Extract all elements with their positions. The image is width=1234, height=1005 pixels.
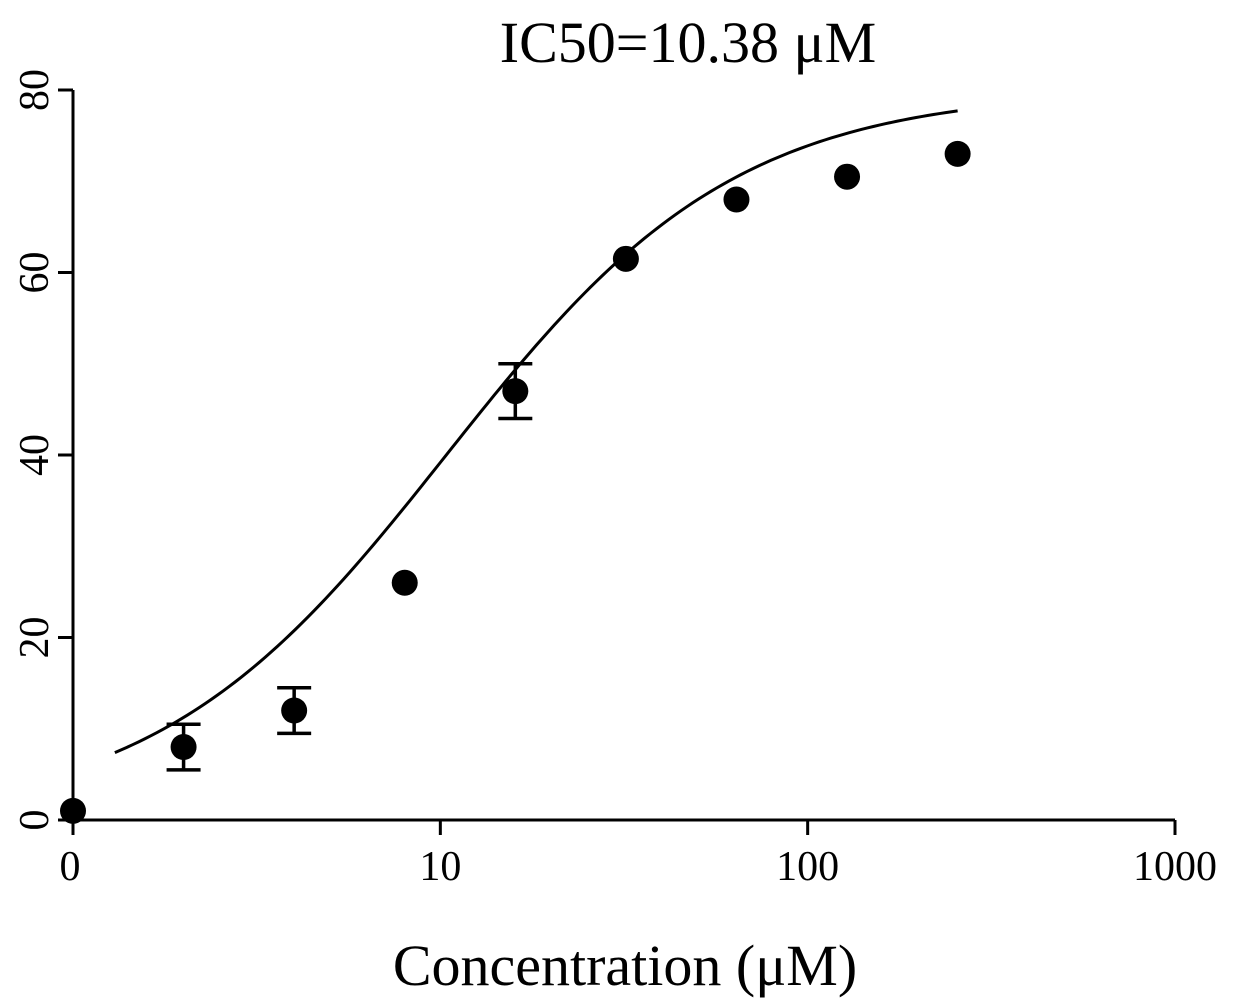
x-tick-label: 1000 — [1133, 844, 1217, 890]
data-point — [834, 163, 861, 190]
y-tick-label: 20 — [12, 617, 58, 659]
chart-title: IC50=10.38 μM — [500, 10, 876, 75]
data-point — [170, 734, 197, 760]
fit-curve — [114, 109, 958, 754]
data-point — [723, 186, 750, 213]
x-axis-label: Concentration (μM) — [393, 933, 857, 998]
x-tick-label: 0 — [60, 844, 81, 890]
y-ticks: 0 20 40 60 80 — [12, 69, 73, 831]
error-bars — [166, 362, 533, 772]
y-tick-label: 60 — [12, 252, 58, 294]
data-point — [281, 697, 308, 724]
y-tick-label: 40 — [12, 434, 58, 476]
x-tick-label: 10 — [419, 844, 461, 890]
y-tick-label: 80 — [12, 69, 58, 111]
data-points — [60, 140, 971, 824]
data-point — [612, 245, 639, 272]
data-point — [391, 569, 418, 596]
y-tick-label: 0 — [12, 810, 58, 831]
data-point — [502, 378, 529, 405]
x-tick-label: 100 — [776, 844, 839, 890]
data-point — [944, 140, 971, 167]
axes — [71, 90, 1175, 822]
data-point — [60, 797, 86, 824]
x-ticks: 0 10 100 1000 — [60, 820, 1217, 890]
